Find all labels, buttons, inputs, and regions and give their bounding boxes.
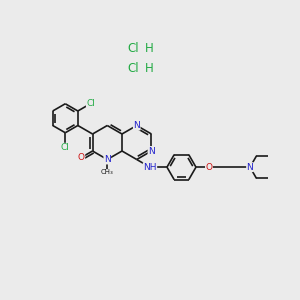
Text: Cl: Cl [86, 99, 95, 108]
Text: NH: NH [143, 163, 157, 172]
Text: N: N [104, 155, 111, 164]
Text: N: N [133, 121, 140, 130]
Text: CH₃: CH₃ [101, 169, 114, 175]
Text: O: O [78, 153, 85, 162]
Text: H: H [145, 61, 153, 74]
Text: Cl: Cl [127, 41, 139, 55]
Text: N: N [247, 163, 253, 172]
Text: N: N [148, 146, 155, 155]
Text: Cl: Cl [127, 61, 139, 74]
Text: O: O [206, 163, 212, 172]
Text: H: H [145, 41, 153, 55]
Text: Cl: Cl [61, 143, 70, 152]
